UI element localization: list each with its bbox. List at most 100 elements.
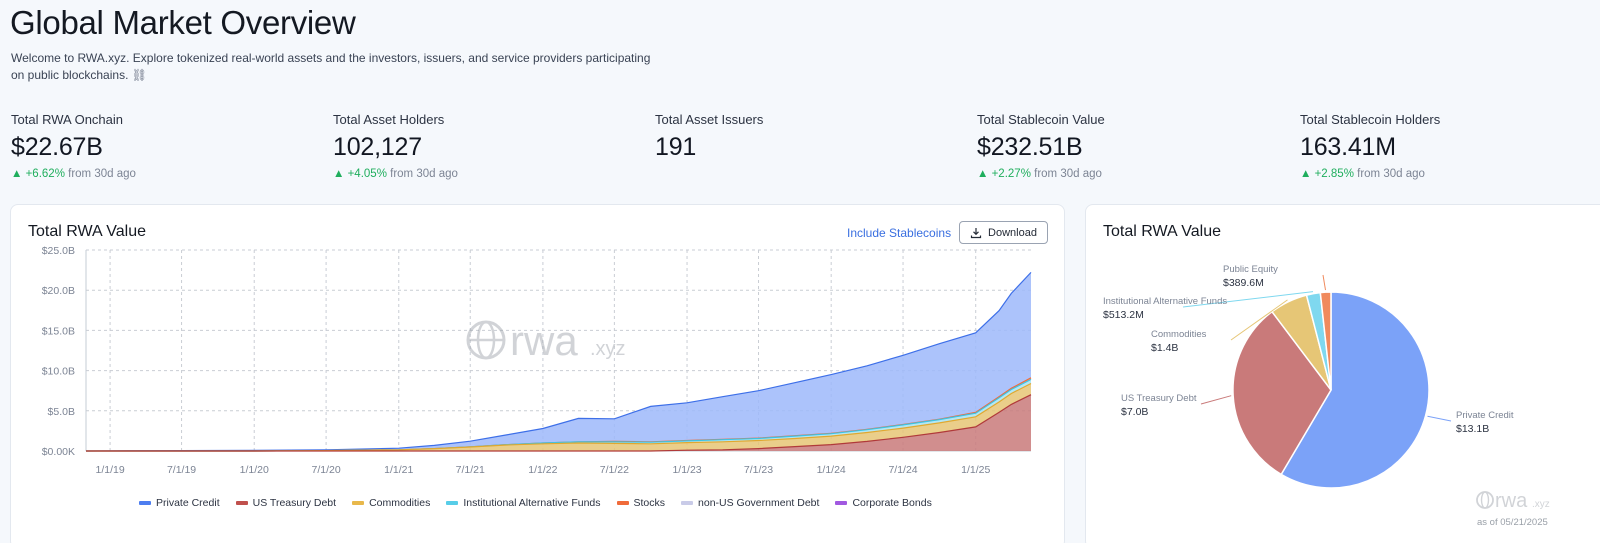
x-tick-label: 7/1/21 <box>456 464 485 476</box>
watermark-suffix: .xyz <box>590 338 626 360</box>
pie-label-value: $389.6M <box>1223 277 1264 289</box>
stat-value: $232.51B <box>977 133 1083 161</box>
pie-chart[interactable]: Private Credit $13.1B US Treasury Debt $7.0… <box>1086 205 1600 543</box>
stat-value: 102,127 <box>333 133 422 161</box>
include-stablecoins-toggle[interactable]: Include Stablecoins <box>847 226 952 240</box>
intro-text-body: Welcome to RWA.xyz. Explore tokenized re… <box>11 51 651 82</box>
up-arrow-icon: ▲ <box>333 168 345 180</box>
y-tick-label: $25.0B <box>42 245 75 257</box>
legend-swatch <box>235 501 248 505</box>
download-button[interactable]: Download <box>959 221 1048 244</box>
stat-label: Total Stablecoin Holders <box>1300 112 1441 127</box>
rwa-value-area-card: Total RWA Value Include Stablecoins Down… <box>10 204 1065 543</box>
pie-label-name: Private Credit <box>1456 410 1514 421</box>
pie-label-name: US Treasury Debt <box>1121 393 1197 404</box>
intro-text: Welcome to RWA.xyz. Explore tokenized re… <box>11 50 651 84</box>
up-arrow-icon: ▲ <box>977 168 989 180</box>
x-tick-label: 1/1/19 <box>95 464 124 476</box>
x-tick-label: 1/1/20 <box>240 464 269 476</box>
legend-label: Institutional Alternative Funds <box>463 497 601 509</box>
x-tick-label: 1/1/24 <box>817 464 846 476</box>
area-chart[interactable]: $0.00K $5.0B $10.0B $15.0B $20.0B $25.0B 1/1/1… <box>11 205 1066 495</box>
legend-item-institutional-alternative-funds[interactable]: Institutional Alternative Funds <box>446 497 601 509</box>
watermark-suffix: .xyz <box>1532 499 1550 510</box>
download-label: Download <box>988 226 1037 239</box>
stat-change: ▲ +2.85% from 30d ago <box>1300 168 1600 180</box>
pie-label-name: Commodities <box>1151 329 1207 340</box>
watermark-text: rwa <box>1495 490 1528 512</box>
pie-slice-public-equity[interactable] <box>1319 291 1332 391</box>
legend-swatch <box>352 501 365 505</box>
up-arrow-icon: ▲ <box>1300 168 1312 180</box>
legend-item-commodities[interactable]: Commodities <box>352 497 430 509</box>
stat-change-suffix: from 30d ago <box>390 168 458 180</box>
stat-stablecoin-holders: Total Stablecoin Holders 163.41M ▲ +2.85… <box>1300 112 1600 180</box>
legend-swatch <box>835 501 848 505</box>
pie-label-value: $1.4B <box>1151 342 1178 354</box>
up-arrow-icon: ▲ <box>11 168 23 180</box>
area-us-treasury-debt[interactable] <box>86 394 1031 451</box>
pie-label-name: Institutional Alternative Funds <box>1103 296 1227 307</box>
stat-asset-issuers: Total Asset Issuers 191 <box>655 112 955 162</box>
legend-item-non-us-government-debt[interactable]: non-US Government Debt <box>681 497 819 509</box>
pie-slice-private-credit[interactable] <box>1280 291 1430 489</box>
stat-value: 163.41M <box>1300 133 1396 161</box>
rwa-watermark: rwa .xyz <box>466 317 626 364</box>
legend-swatch <box>139 501 151 505</box>
stat-change: ▲ +6.62% from 30d ago <box>11 168 311 180</box>
legend-swatch <box>681 501 694 505</box>
link-icon[interactable]: ⛓ <box>131 68 147 82</box>
y-tick-label: $20.0B <box>42 285 75 297</box>
pie-slices <box>1232 291 1430 489</box>
stat-value: $22.67B <box>11 133 103 161</box>
legend-label: Commodities <box>369 497 431 509</box>
chart-legend: Private Credit US Treasury Debt Commoditie… <box>139 497 932 509</box>
pie-leader-line <box>1182 291 1314 308</box>
card-title: Total RWA Value <box>1103 223 1221 240</box>
legend-label: non-US Government Debt <box>698 497 820 509</box>
stat-change-pct: +4.05% <box>347 168 387 180</box>
legend-item-private-credit[interactable]: Private Credit <box>139 497 220 509</box>
stat-label: Total RWA Onchain <box>11 112 123 127</box>
legend-label: Stocks <box>633 497 666 509</box>
pie-label-value: $7.0B <box>1121 406 1148 418</box>
pie-label-value: $513.2M <box>1103 309 1144 321</box>
rwa-watermark-small: rwa .xyz <box>1476 490 1550 512</box>
globe-icon <box>466 320 506 360</box>
legend-swatch <box>616 501 629 505</box>
pie-leader-line <box>1427 415 1452 422</box>
x-tick-label: 7/1/19 <box>167 464 196 476</box>
legend-item-us-treasury-debt[interactable]: US Treasury Debt <box>235 497 336 509</box>
pie-slice-us-treasury-debt[interactable] <box>1232 310 1332 476</box>
legend-swatch <box>446 501 459 505</box>
line-us-treasury-debt <box>86 394 1032 452</box>
stat-label: Total Asset Holders <box>333 112 445 127</box>
pie-leader-line <box>1230 299 1288 341</box>
stat-asset-holders: Total Asset Holders 102,127 ▲ +4.05% fro… <box>333 112 633 180</box>
stat-label: Total Asset Issuers <box>655 112 764 127</box>
pie-leader-line <box>1200 395 1232 405</box>
x-tick-label: 7/1/24 <box>888 464 917 476</box>
stat-total-rwa: Total RWA Onchain $22.67B ▲ +6.62% from … <box>11 112 311 180</box>
page-title: Global Market Overview <box>10 4 356 41</box>
stat-change: ▲ +2.27% from 30d ago <box>977 168 1277 180</box>
stat-stablecoin-value: Total Stablecoin Value $232.51B ▲ +2.27%… <box>977 112 1277 180</box>
stat-change-pct: +2.27% <box>991 168 1031 180</box>
stat-change-suffix: from 30d ago <box>1034 168 1102 180</box>
x-tick-label: 1/1/22 <box>528 464 557 476</box>
area-series-group <box>85 271 1032 452</box>
stat-change-pct: +2.85% <box>1314 168 1354 180</box>
y-tick-label: $0.00K <box>42 446 75 458</box>
stat-change-suffix: from 30d ago <box>1357 168 1425 180</box>
stat-change: ▲ +4.05% from 30d ago <box>333 168 633 180</box>
x-tick-label: 1/1/23 <box>672 464 701 476</box>
legend-item-corporate-bonds[interactable]: Corporate Bonds <box>835 497 932 509</box>
stat-change-suffix: from 30d ago <box>68 168 136 180</box>
stats-row: Total RWA Onchain $22.67B ▲ +6.62% from … <box>0 112 1600 182</box>
area-private-credit[interactable] <box>86 272 1031 451</box>
legend-label: Private Credit <box>156 497 220 509</box>
x-tick-label: 7/1/23 <box>744 464 773 476</box>
legend-item-stocks[interactable]: Stocks <box>616 497 666 509</box>
y-tick-label: $5.0B <box>48 406 75 418</box>
stat-label: Total Stablecoin Value <box>977 112 1105 127</box>
